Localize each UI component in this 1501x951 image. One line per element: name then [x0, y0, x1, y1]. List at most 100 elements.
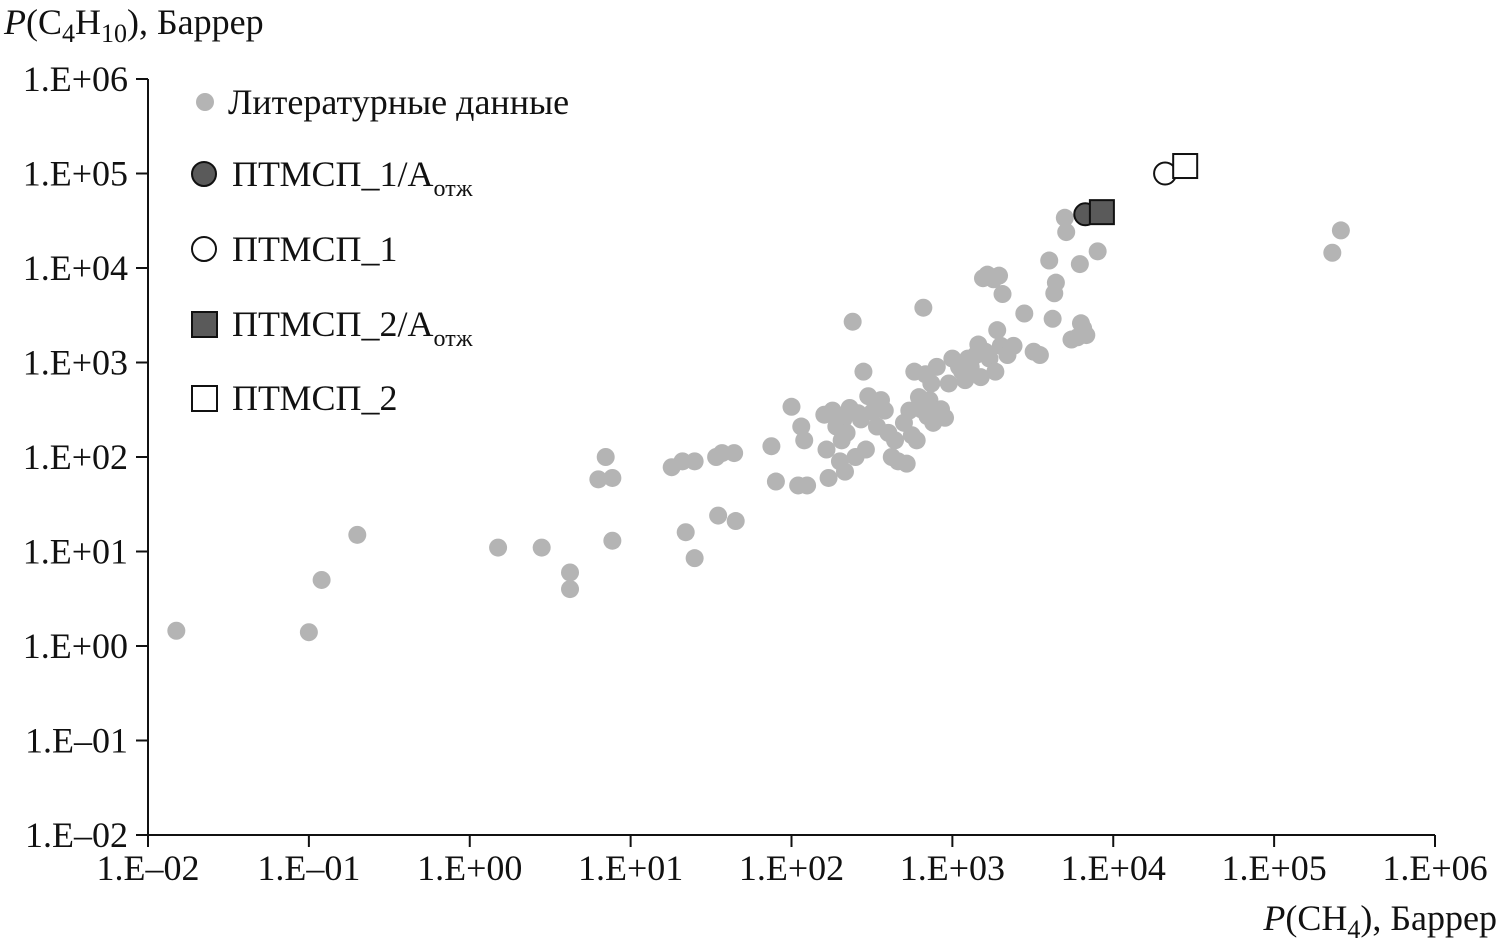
literature-point	[988, 321, 1007, 340]
literature-point	[795, 431, 814, 450]
legend-label-ptmsp1-annealed-sub: отж	[434, 176, 473, 202]
y-axis-title-post: ), Баррер	[127, 2, 264, 42]
literature-point	[1088, 242, 1107, 261]
literature-point	[927, 357, 946, 376]
legend-label-ptmsp1-annealed: ПТМСП_1/Аотж	[232, 154, 473, 202]
literature-point	[1043, 309, 1062, 328]
literature-point	[1331, 221, 1350, 240]
y-tick-label: 1.E+05	[23, 154, 128, 194]
literature-point	[596, 448, 615, 466]
literature-point	[1015, 304, 1034, 323]
literature-point	[907, 431, 926, 450]
x-tick-label: 1.E+04	[1061, 848, 1166, 888]
x-tick-label: 1.E+02	[739, 848, 844, 888]
literature-point	[798, 476, 817, 495]
x-axis-title-var: P	[1262, 898, 1285, 938]
literature-point	[1055, 208, 1074, 227]
literature-point	[986, 362, 1005, 381]
ptmsp2-annealed-point	[1088, 199, 1115, 226]
y-axis-title: P(C4H10), Баррер	[3, 2, 264, 48]
literature-point	[676, 523, 695, 542]
x-tick-label: 1.E+06	[1382, 848, 1487, 888]
x-tick-label: 1.E+01	[578, 848, 683, 888]
x-axis-title-sub1: 4	[1347, 915, 1360, 944]
legend-label-ptmsp2-annealed-main: ПТМСП_2/А	[232, 304, 434, 344]
y-tick-label: 1.E+03	[23, 343, 128, 383]
literature-point	[782, 397, 801, 416]
x-tick-label: 1.E–02	[97, 848, 200, 888]
y-tick-label: 1.E–02	[25, 815, 128, 855]
literature-point	[897, 454, 916, 473]
literature-point	[990, 266, 1009, 285]
literature-point	[167, 621, 186, 640]
literature-point	[532, 538, 551, 557]
legend-label-ptmsp2-annealed: ПТМСП_2/Аотж	[232, 304, 473, 352]
legend-marker-ptmsp1-annealed	[191, 161, 217, 187]
literature-point	[1004, 336, 1023, 355]
y-tick-label: 1.E+00	[23, 626, 128, 666]
legend-marker-literature	[196, 93, 214, 111]
x-tick-label: 1.E+03	[900, 848, 1005, 888]
literature-point	[489, 538, 508, 557]
literature-point	[312, 570, 331, 589]
literature-point	[299, 623, 318, 642]
y-axis-title-mid: H	[75, 2, 101, 42]
literature-point	[1077, 326, 1096, 345]
legend-label-literature: Литературные данные	[228, 82, 569, 122]
y-axis-title-var: P	[3, 2, 26, 42]
literature-point	[1046, 273, 1065, 292]
y-axis-title-open: (C	[26, 2, 62, 42]
literature-point	[561, 580, 580, 599]
literature-point	[1030, 346, 1049, 365]
literature-point	[886, 431, 905, 450]
y-tick-label: 1.E+02	[23, 437, 128, 477]
y-tick-label: 1.E–01	[25, 721, 128, 761]
literature-point	[939, 374, 958, 393]
literature-point	[725, 444, 744, 463]
literature-point	[854, 362, 873, 381]
y-tick-label: 1.E+01	[23, 532, 128, 572]
ptmsp2-point	[1172, 153, 1199, 180]
literature-point	[685, 549, 704, 568]
literature-point	[835, 462, 854, 481]
literature-point	[709, 506, 728, 525]
literature-point	[762, 437, 781, 456]
legend-marker-ptmsp2-annealed	[191, 311, 218, 338]
literature-point	[1323, 243, 1342, 262]
literature-point	[922, 374, 941, 393]
x-axis-title-post: ), Баррер	[1360, 898, 1497, 938]
literature-point	[817, 440, 836, 459]
literature-point	[766, 472, 785, 491]
x-axis-title: P(CH4), Баррер	[1262, 898, 1497, 944]
y-axis-title-sub2: 10	[101, 19, 127, 48]
literature-point	[936, 408, 955, 427]
legend-label-ptmsp1: ПТМСП_1	[232, 229, 398, 269]
legend-label-ptmsp2: ПТМСП_2	[232, 378, 398, 418]
x-tick-label: 1.E+05	[1221, 848, 1326, 888]
literature-point	[1057, 223, 1076, 242]
data-points	[167, 153, 1350, 642]
literature-point	[685, 452, 704, 471]
literature-point	[348, 525, 367, 544]
legend: Литературные данные ПТМСП_1/Аотж ПТМСП_1…	[191, 82, 569, 418]
legend-marker-ptmsp1	[191, 236, 217, 262]
literature-point	[843, 312, 862, 331]
literature-point	[819, 468, 838, 487]
y-tick-label: 1.E+06	[23, 59, 128, 99]
x-tick-label: 1.E+00	[417, 848, 522, 888]
x-axis-title-open: (CH	[1285, 898, 1347, 938]
literature-point	[603, 531, 622, 550]
literature-point	[914, 298, 933, 317]
literature-point	[993, 285, 1012, 304]
literature-point	[856, 440, 875, 459]
literature-point	[589, 470, 608, 489]
legend-marker-ptmsp2	[191, 385, 218, 412]
literature-point	[726, 512, 745, 531]
literature-point	[792, 417, 811, 436]
legend-label-ptmsp1-annealed-main: ПТМСП_1/А	[232, 154, 434, 194]
literature-point	[875, 401, 894, 420]
legend-label-ptmsp2-annealed-sub: отж	[434, 326, 473, 352]
y-axis-title-sub1: 4	[62, 19, 75, 48]
y-tick-label: 1.E+04	[23, 248, 128, 288]
